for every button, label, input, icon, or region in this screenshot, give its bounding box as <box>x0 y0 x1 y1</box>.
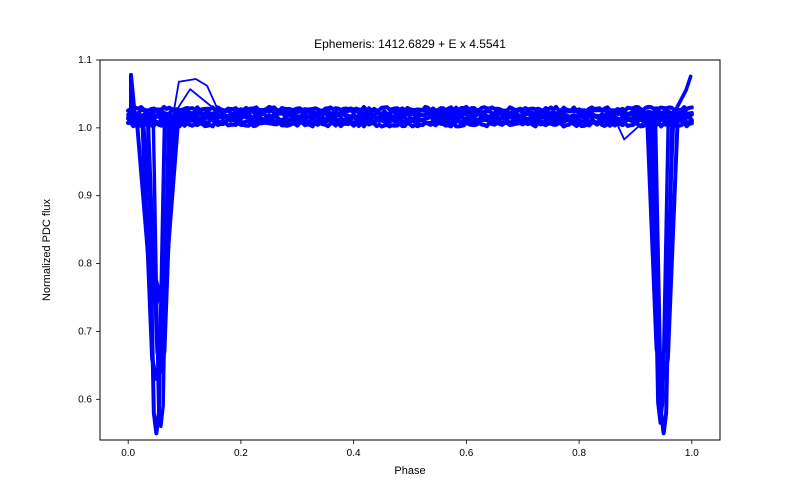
x-tick-label: 0.2 <box>234 448 248 459</box>
x-tick-label: 0.8 <box>572 448 586 459</box>
y-tick-label: 0.6 <box>78 394 92 405</box>
chart-title: Ephemeris: 1412.6829 + E x 4.5541 <box>314 37 506 51</box>
x-tick-label: 0.0 <box>121 448 135 459</box>
y-tick-label: 0.7 <box>78 326 92 337</box>
chart-container: 0.0 0.2 0.4 0.6 0.8 1.0 0.6 0.7 0.8 0.9 1.0 1.1 Phas… <box>0 0 800 500</box>
x-tick-label: 0.6 <box>459 448 473 459</box>
x-tick-label: 1.0 <box>685 448 699 459</box>
chart-background <box>0 0 800 500</box>
x-tick-label: 0.4 <box>347 448 361 459</box>
y-axis-label: Normalized PDC flux <box>41 198 53 301</box>
y-tick-label: 1.1 <box>78 55 92 66</box>
y-tick-label: 1.0 <box>78 123 92 134</box>
y-tick-label: 0.8 <box>78 259 92 270</box>
light-curve-chart: 0.0 0.2 0.4 0.6 0.8 1.0 0.6 0.7 0.8 0.9 1.0 1.1 Phas… <box>0 0 800 500</box>
y-tick-label: 0.9 <box>78 191 92 202</box>
x-axis-label: Phase <box>394 465 425 477</box>
